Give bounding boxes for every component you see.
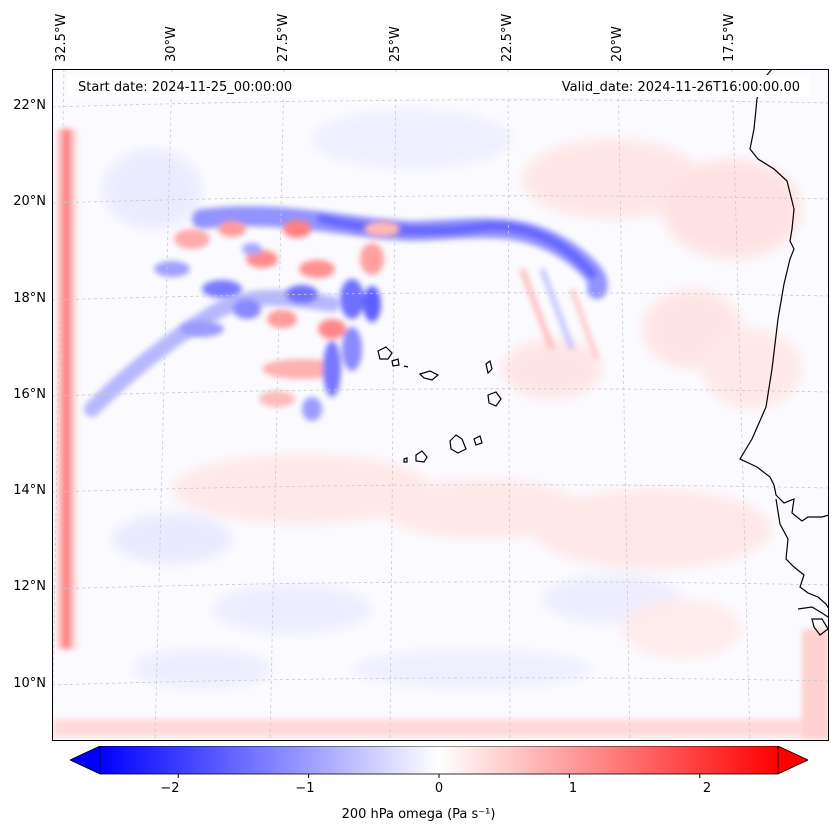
colorbar-min-extension [70,746,101,775]
lat-label-16n: 16°N [13,387,46,402]
lat-label-12n: 12°N [13,579,46,594]
lat-label-22n: 22°N [13,98,46,113]
graticule [52,69,829,741]
colorbar-tick-2: 2 [702,781,712,796]
lon-label-17.5w: 17.5°W [722,13,737,62]
valid-date-text: Valid_date: 2024-11-26T16:00:00.00 [562,80,800,95]
colorbar-max-extension [777,746,808,775]
east-boundary-band [802,629,829,739]
omega-map: Start date: 2024-11-25_00:00:00 Valid_da… [52,69,829,741]
convective-cells [154,220,400,421]
lon-label-32.5w: 32.5°W [54,13,69,62]
colorbar-tick-0: 0 [434,781,444,796]
lat-label-20n: 20°N [13,194,46,209]
lon-label-30w: 30°W [164,26,179,62]
colorbar [70,746,808,778]
cape-verde-islands [377,346,502,463]
south-boundary-band [52,719,829,737]
trailing-streaks [519,267,600,360]
lon-label-25w: 25°W [388,26,403,62]
lat-label-18n: 18°N [13,291,46,306]
lat-label-14n: 14°N [13,483,46,498]
lon-label-27.5w: 27.5°W [276,13,291,62]
lat-label-10n: 10°N [13,676,46,691]
west-boundary-band [56,129,82,649]
lon-label-22.5w: 22.5°W [500,13,515,62]
colorbar-tick-neg2: −2 [160,781,180,796]
start-date-text: Start date: 2024-11-25_00:00:00 [78,80,292,95]
lon-label-20w: 20°W [610,26,625,62]
map-frame [52,69,829,741]
omega-field [102,109,802,689]
colorbar-tick-1: 1 [568,781,578,796]
colorbar-tick-marks [177,774,701,778]
africa-coastline [739,69,829,636]
colorbar-label: 200 hPa omega (Pa s⁻¹) [341,807,496,822]
header-box [68,75,810,97]
colorbar-gradient [99,746,779,775]
colorbar-tick-neg1: −1 [295,781,315,796]
